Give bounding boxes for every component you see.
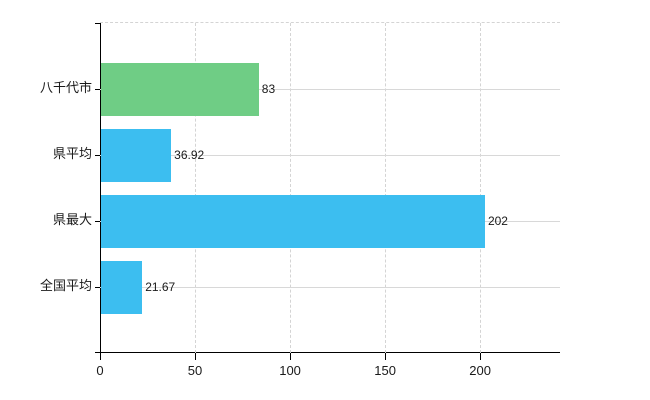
x-axis-tick bbox=[480, 353, 482, 360]
grid-line-vertical bbox=[290, 23, 292, 353]
y-axis-tick bbox=[95, 89, 100, 90]
x-tick-label: 100 bbox=[279, 363, 301, 378]
x-axis-tick bbox=[195, 353, 197, 360]
bar-value-label: 202 bbox=[487, 214, 508, 228]
y-axis-tick bbox=[95, 23, 100, 24]
grid-line-horizontal bbox=[100, 89, 560, 90]
grid-line-vertical bbox=[480, 23, 482, 353]
plot-area: 0 50 100 150 200 83 36.92 202 21.67 bbox=[95, 22, 560, 378]
bar[interactable] bbox=[101, 62, 259, 116]
bar[interactable] bbox=[101, 128, 172, 182]
grid-line-horizontal bbox=[100, 155, 560, 156]
grid-line-vertical bbox=[385, 23, 387, 353]
bar-value-label: 21.67 bbox=[145, 280, 176, 294]
grid-line-vertical bbox=[195, 23, 197, 353]
y-axis-tick bbox=[95, 287, 100, 288]
category-label: 県最大 bbox=[52, 212, 92, 227]
bar-value-label: 83 bbox=[261, 82, 276, 96]
y-axis-line bbox=[100, 23, 101, 353]
category-label: 県平均 bbox=[52, 146, 92, 161]
x-axis-line bbox=[95, 352, 560, 353]
y-axis-tick bbox=[95, 221, 100, 222]
x-tick-label: 0 bbox=[96, 363, 104, 378]
bar[interactable] bbox=[101, 194, 485, 248]
bar-value-label: 36.92 bbox=[174, 148, 205, 162]
x-tick-label: 200 bbox=[469, 363, 491, 378]
grid-line-horizontal bbox=[100, 287, 560, 288]
x-axis-tick bbox=[290, 353, 292, 360]
category-label: 全国平均 bbox=[39, 278, 92, 293]
x-axis-tick bbox=[100, 353, 101, 360]
bar[interactable] bbox=[101, 260, 143, 314]
y-axis-tick bbox=[95, 155, 100, 156]
category-label: 八千代市 bbox=[39, 80, 92, 95]
x-tick-label: 150 bbox=[374, 363, 396, 378]
x-axis-tick bbox=[385, 353, 387, 360]
x-tick-label: 50 bbox=[187, 363, 203, 378]
